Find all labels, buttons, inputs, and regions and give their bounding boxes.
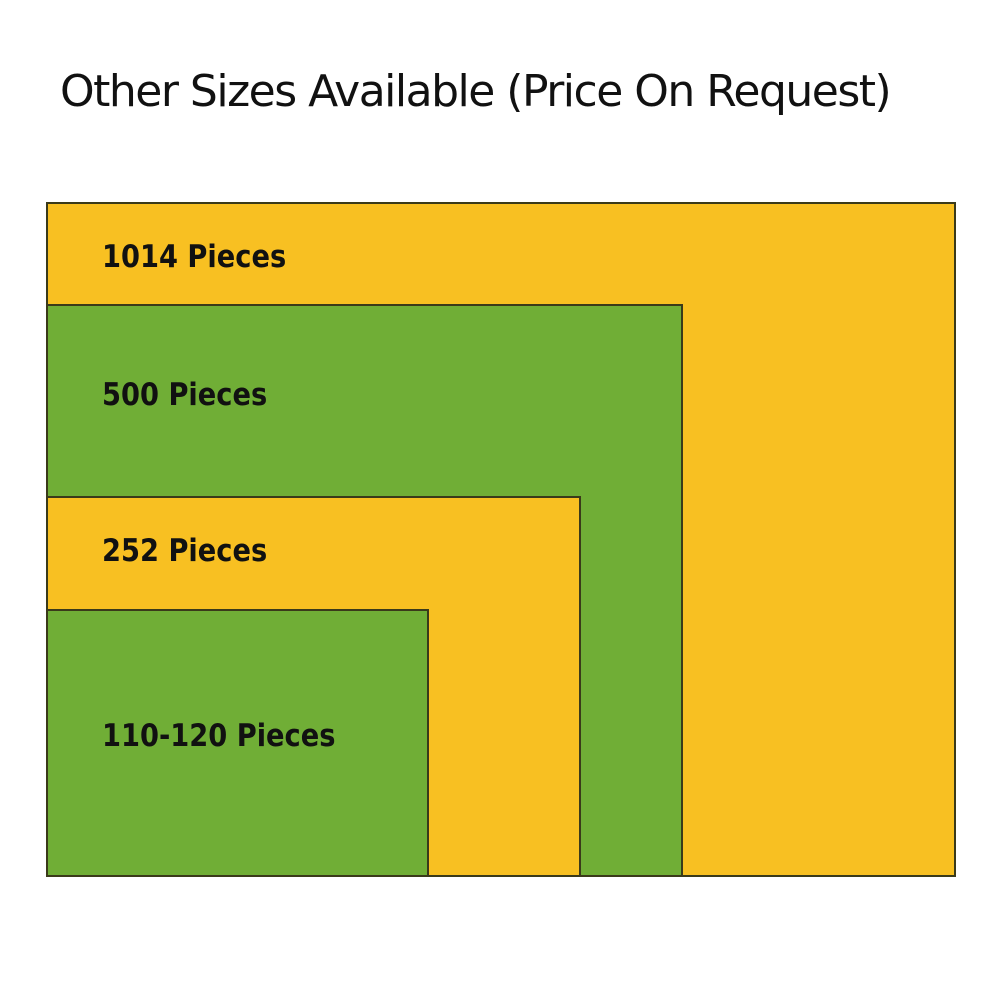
size-label-252-pieces: 252 Pieces xyxy=(102,533,268,569)
page-title: Other Sizes Available (Price On Request) xyxy=(60,66,892,117)
size-label-1014-pieces: 1014 Pieces xyxy=(102,239,287,275)
size-box-110-120-pieces: 110-120 Pieces xyxy=(46,609,429,877)
size-label-500-pieces: 500 Pieces xyxy=(102,377,268,413)
size-label-110-120-pieces: 110-120 Pieces xyxy=(102,718,336,754)
